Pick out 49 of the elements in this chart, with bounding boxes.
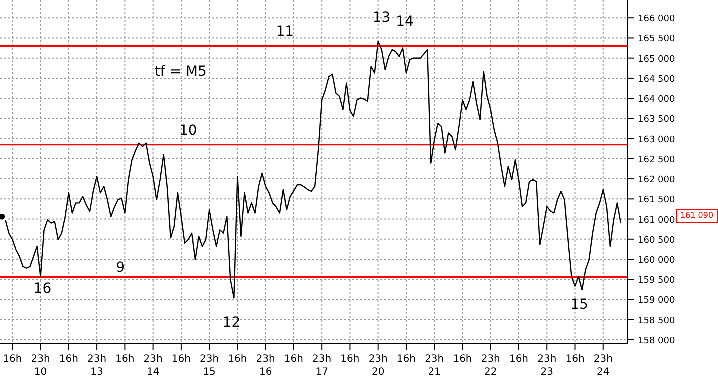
x-tick-label: 23h 24 — [594, 354, 613, 378]
y-tick-label: 166 000 — [638, 14, 676, 25]
y-tick-label: 158 500 — [638, 316, 676, 326]
annotation: 16 — [34, 280, 52, 297]
text: 161 090 — [676, 208, 718, 223]
x-tick-label: 23h 21 — [425, 354, 444, 378]
x-tick-label: 16h — [172, 354, 191, 365]
y-tick-label: 163 000 — [638, 135, 676, 146]
y-tick-label: 160 000 — [638, 256, 676, 266]
annotation: 13 — [372, 10, 391, 26]
y-tick-label: 161 500 — [638, 196, 676, 206]
y-tick-label: 159 000 — [638, 296, 676, 306]
y-tick-label: 158 000 — [638, 336, 676, 346]
annotation: 14 — [396, 14, 414, 30]
x-tick-label: 16h — [284, 354, 304, 365]
x-tick-label: 23h 13 — [88, 354, 107, 378]
annotation: tf = M5 — [154, 64, 207, 80]
y-tick-label: 162 500 — [638, 155, 676, 166]
x-tick-label: 23h 23 — [538, 354, 557, 378]
y-tick-label: 163 500 — [638, 115, 676, 126]
x-tick-label: 16h — [3, 354, 22, 365]
x-tick-label: 23h 16 — [256, 354, 276, 378]
y-tick-label: 165 000 — [638, 54, 676, 65]
x-tick-label: 23h 14 — [144, 354, 163, 378]
y-tick-label: 162 000 — [638, 176, 676, 186]
x-tick-label: 16h — [566, 354, 585, 365]
x-tick-label: 16h — [59, 354, 78, 365]
y-tick-label: 159 500 — [638, 276, 676, 286]
y-tick-label: 164 500 — [638, 74, 676, 85]
x-tick-label: 23h 20 — [368, 354, 388, 378]
x-tick-label: 23h 22 — [481, 354, 500, 378]
x-tick-label: 16h — [453, 354, 472, 365]
annotation: 11 — [276, 24, 294, 40]
x-tick-label: 16h — [509, 354, 529, 365]
x-tick-label: 23h 15 — [200, 354, 220, 378]
x-tick-label: 16h — [396, 354, 416, 365]
annotation: 12 — [222, 315, 241, 332]
x-tick-label: 16h — [116, 354, 135, 365]
x-tick-label: 23h 17 — [312, 354, 332, 378]
x-tick-label: 16h — [228, 354, 248, 365]
annotation: 15 — [570, 296, 589, 313]
annotation: 10 — [179, 123, 198, 140]
y-tick-label: 165 500 — [638, 34, 676, 45]
y-tick-label: 161 000 — [638, 216, 676, 226]
y-tick-label: 160 500 — [638, 236, 676, 246]
y-tick-label: 164 000 — [638, 95, 676, 106]
x-tick-label: 23h 10 — [31, 354, 50, 378]
x-tick-label: 16h — [340, 354, 360, 365]
annotation: 9 — [116, 260, 126, 276]
